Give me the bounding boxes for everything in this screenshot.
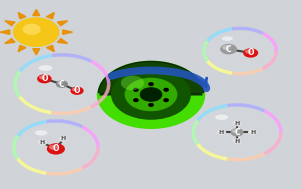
Circle shape (164, 99, 168, 101)
Circle shape (233, 139, 238, 142)
Circle shape (248, 129, 258, 135)
Circle shape (125, 78, 177, 111)
Circle shape (232, 120, 242, 126)
Circle shape (39, 75, 46, 80)
Text: O: O (41, 74, 48, 83)
Circle shape (59, 136, 68, 142)
Circle shape (60, 137, 64, 139)
Polygon shape (18, 45, 26, 52)
Ellipse shape (35, 130, 47, 136)
Circle shape (243, 48, 258, 58)
Circle shape (98, 61, 204, 128)
Circle shape (149, 104, 153, 106)
Circle shape (37, 140, 47, 146)
Polygon shape (33, 49, 40, 55)
Circle shape (149, 83, 153, 85)
Circle shape (56, 80, 68, 88)
Ellipse shape (215, 115, 228, 120)
Polygon shape (98, 61, 204, 94)
Ellipse shape (38, 65, 53, 71)
Text: C: C (226, 45, 231, 54)
Circle shape (57, 81, 63, 85)
Circle shape (134, 99, 138, 101)
Text: C: C (234, 128, 240, 137)
Text: H: H (234, 121, 240, 126)
Circle shape (232, 138, 242, 144)
Polygon shape (63, 30, 72, 34)
Circle shape (39, 140, 43, 143)
Polygon shape (33, 9, 40, 15)
Circle shape (47, 143, 65, 155)
Circle shape (249, 130, 253, 133)
Polygon shape (47, 12, 54, 19)
Circle shape (230, 128, 244, 136)
Circle shape (232, 129, 238, 133)
Ellipse shape (15, 55, 109, 113)
Circle shape (217, 129, 226, 135)
Circle shape (233, 121, 238, 124)
Text: C: C (59, 80, 65, 89)
Polygon shape (57, 39, 68, 43)
Circle shape (37, 74, 52, 83)
Ellipse shape (222, 36, 233, 41)
Circle shape (14, 18, 59, 46)
Text: O: O (53, 144, 59, 153)
Circle shape (140, 88, 162, 101)
Polygon shape (18, 12, 26, 19)
Circle shape (121, 76, 144, 90)
Text: H: H (234, 139, 240, 144)
Text: O: O (74, 86, 80, 95)
Circle shape (218, 130, 222, 133)
Circle shape (23, 24, 41, 35)
Ellipse shape (204, 28, 276, 74)
Polygon shape (5, 39, 15, 43)
Polygon shape (0, 30, 10, 34)
Text: H: H (250, 130, 255, 135)
Text: H: H (219, 130, 224, 135)
Ellipse shape (193, 105, 281, 160)
Circle shape (134, 88, 138, 91)
Text: O: O (247, 48, 254, 57)
Circle shape (70, 87, 84, 95)
Polygon shape (47, 45, 54, 52)
Circle shape (164, 88, 168, 91)
Circle shape (220, 44, 237, 54)
Circle shape (245, 49, 252, 54)
Circle shape (72, 88, 78, 91)
Circle shape (222, 45, 230, 50)
Ellipse shape (14, 121, 98, 174)
Text: H: H (61, 136, 66, 141)
Circle shape (49, 145, 57, 150)
Polygon shape (57, 21, 68, 26)
Text: H: H (40, 140, 45, 145)
Polygon shape (5, 21, 15, 26)
Circle shape (112, 70, 190, 119)
